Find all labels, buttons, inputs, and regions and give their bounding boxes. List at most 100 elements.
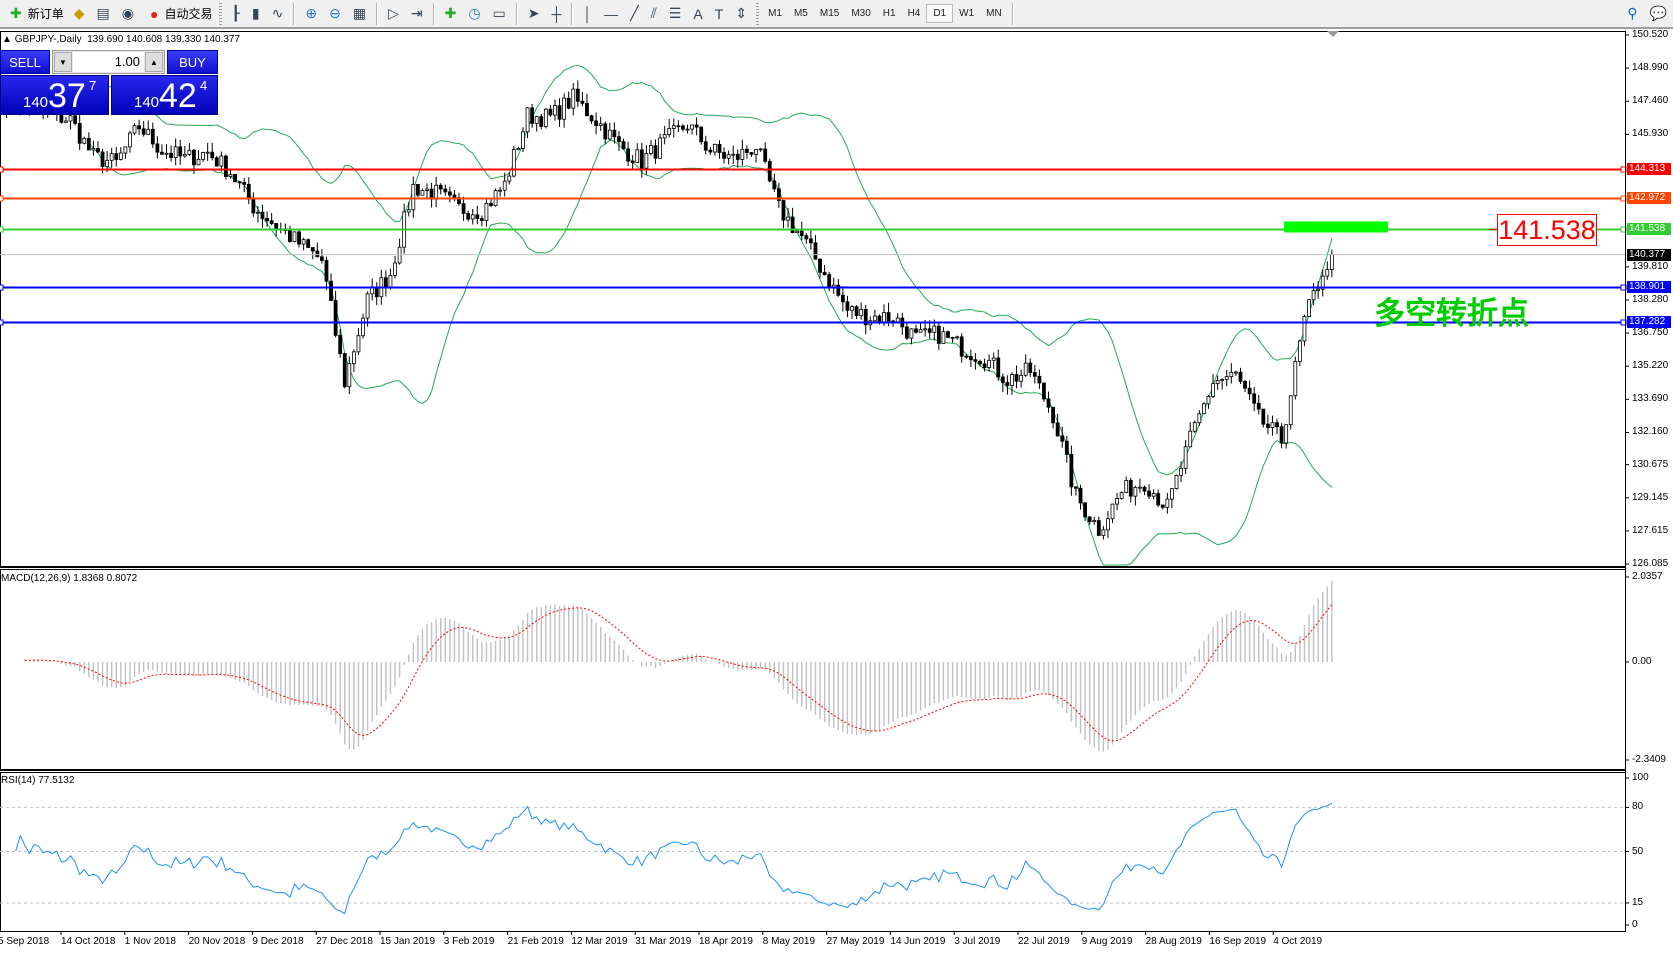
date-tick-label: 20 Nov 2018 [188, 936, 246, 947]
level-anchor-icon[interactable] [0, 226, 4, 233]
text-icon[interactable]: A [693, 5, 703, 22]
candle [507, 175, 512, 182]
candle [1234, 371, 1238, 374]
date-tick-label: 28 Aug 2019 [1145, 936, 1202, 947]
chart-shift-icon[interactable]: ⇥ [410, 5, 423, 21]
line-chart-icon[interactable]: ∿ [271, 5, 284, 21]
data-window-icon[interactable]: ▤ [96, 5, 110, 21]
candle [1110, 503, 1115, 520]
rsi-tick-label: 80 [1632, 801, 1644, 813]
candle [978, 360, 982, 365]
candle [1165, 498, 1170, 508]
equidistant-channel-icon[interactable]: ⫽ [650, 5, 657, 21]
arrows-icon[interactable]: ⇕ [735, 5, 748, 21]
candle [182, 153, 187, 157]
candle [164, 152, 169, 155]
fibonacci-icon[interactable]: ☰ [668, 5, 682, 21]
candle [1014, 374, 1019, 382]
level-anchor-icon[interactable] [0, 319, 4, 326]
collapse-arrow-icon[interactable]: ▲ [2, 34, 12, 45]
candle [1128, 480, 1133, 497]
level-price-label: 141.538 [1627, 223, 1671, 236]
timeframe-h4[interactable]: H4 [907, 8, 921, 19]
candle [1206, 396, 1211, 405]
level-price-label: 144.313 [1627, 163, 1671, 176]
timeframe-h1[interactable]: H1 [882, 8, 896, 19]
lot-increase-icon[interactable]: ▲ [145, 52, 163, 72]
candle [589, 115, 594, 122]
indicators-icon[interactable]: ✚ [444, 5, 457, 21]
timeframe-mn[interactable]: MN [986, 8, 1002, 19]
candle [1179, 467, 1183, 476]
candle [242, 182, 247, 185]
chat-icon[interactable]: 💬 [1649, 5, 1667, 21]
auto-scroll-icon[interactable]: ▷ [388, 5, 399, 21]
sell-button[interactable]: SELL [0, 50, 50, 74]
level-anchor-icon[interactable] [0, 166, 4, 173]
navigator-icon[interactable]: ◉ [121, 5, 134, 21]
horizontal-line-icon[interactable]: — [604, 5, 619, 22]
candle [192, 149, 196, 166]
candle [365, 293, 370, 319]
level-anchor-icon[interactable] [0, 195, 4, 202]
candle [813, 242, 818, 260]
lot-decrease-icon[interactable]: ▼ [54, 52, 72, 72]
candle [603, 123, 608, 140]
price-annotation-box[interactable]: 141.538 [1497, 214, 1597, 246]
highlight-rectangle[interactable] [1284, 221, 1388, 233]
turning-point-label[interactable]: 多空转折点 [1374, 296, 1529, 332]
new-order-button[interactable]: ✚ 新订单 [0, 2, 68, 26]
new-order-icon[interactable]: ✚ [10, 5, 22, 21]
candle [749, 152, 754, 155]
candle [649, 145, 653, 154]
vertical-line-icon[interactable]: │ [583, 5, 593, 22]
candle [621, 141, 626, 150]
timeframe-d1[interactable]: D1 [926, 4, 954, 23]
templates-icon[interactable]: ▭ [492, 5, 506, 21]
candle [123, 146, 128, 154]
buy-button[interactable]: BUY [167, 50, 218, 74]
date-tick-label: 31 Mar 2019 [635, 936, 692, 947]
candle [1265, 423, 1270, 428]
toolbar: ✚ 新订单 ◆ ▤ ◉ ● 自动交易 ┠ ▮ ∿ ⊕ ⊖ ▦ ▷ ⇥ ✚ ◷ ▭ ➤ ┼ │ — ╱ ⫽ ☰ A T ⇕ M1 M5 M15… [0, 0, 1673, 29]
trendline-icon[interactable]: ╱ [630, 5, 639, 21]
chart-shift-marker-icon[interactable] [1327, 31, 1339, 37]
candle [1320, 275, 1325, 290]
candle [361, 317, 365, 337]
cursor-icon[interactable]: ➤ [527, 5, 540, 21]
bar-chart-icon[interactable]: ┠ [231, 5, 240, 21]
candle [1151, 493, 1156, 497]
level-price-label: 142.972 [1627, 192, 1671, 205]
tile-windows-icon[interactable]: ▦ [352, 5, 367, 21]
candle [1288, 395, 1293, 426]
candle [173, 146, 178, 159]
candle [941, 331, 946, 344]
toolbar-grip[interactable] [219, 2, 223, 25]
market-watch-icon[interactable]: ◆ [73, 5, 85, 21]
zoom-out-icon[interactable]: ⊖ [329, 5, 341, 21]
auto-trading-button[interactable]: ● 自动交易 [140, 2, 216, 26]
zoom-in-icon[interactable]: ⊕ [305, 5, 318, 21]
timeframe-m30[interactable]: M30 [851, 8, 871, 19]
periods-icon[interactable]: ◷ [468, 5, 481, 21]
candlestick-icon[interactable]: ▮ [251, 5, 260, 21]
sell-price[interactable]: 140 37 7 [0, 75, 109, 115]
level-anchor-icon[interactable] [0, 284, 4, 291]
price-tick-label: 148.990 [1632, 62, 1669, 74]
text-label-icon[interactable]: T [714, 5, 724, 22]
timeframe-m15[interactable]: M15 [819, 8, 840, 19]
timeframe-m1[interactable]: M1 [768, 8, 782, 19]
timeframe-m5[interactable]: M5 [793, 8, 808, 19]
level-price-label: 137.282 [1627, 315, 1671, 328]
lot-size-stepper[interactable]: ▼ 1.00 ▲ [52, 50, 165, 74]
timeframe-w1[interactable]: W1 [959, 8, 975, 19]
rsi-tick-label: 0 [1632, 919, 1638, 930]
date-tick-label: 3 Jul 2019 [954, 936, 1001, 947]
lot-size-input[interactable]: 1.00 [73, 52, 144, 72]
crosshair-icon[interactable]: ┼ [551, 5, 562, 22]
auto-trading-icon[interactable]: ● [149, 5, 159, 22]
search-icon[interactable]: ⚲ [1627, 5, 1638, 21]
buy-price[interactable]: 140 42 4 [111, 75, 218, 115]
date-tick-label: 8 May 2019 [762, 936, 816, 947]
